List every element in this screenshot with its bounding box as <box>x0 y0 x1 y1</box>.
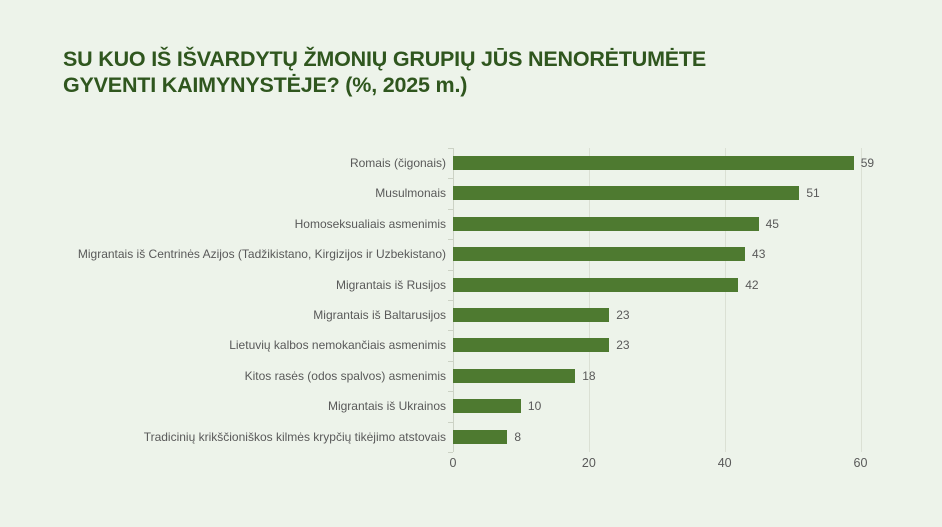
bar-row: Romais (čigonais) 59 <box>0 148 942 178</box>
gridline <box>453 148 454 452</box>
value-label: 23 <box>616 308 630 322</box>
axis-tick <box>448 452 453 453</box>
category-label: Kitos rasės (odos spalvos) asmenimis <box>244 368 446 383</box>
value-label: 45 <box>765 216 779 231</box>
bar <box>453 308 610 322</box>
bar-row: Lietuvių kalbos nemokančiais asmenimis 23 <box>0 330 942 360</box>
value-label: 18 <box>582 368 596 383</box>
axis-tick <box>448 148 453 149</box>
value-label: 51 <box>806 186 820 201</box>
value-label: 10 <box>527 399 542 414</box>
bar <box>453 429 508 444</box>
category-label: Tradicinių krikščioniškos kilmės krypčių… <box>143 429 446 444</box>
axis-tick <box>448 391 453 393</box>
value-label: 59 <box>860 156 875 170</box>
bar <box>453 156 854 170</box>
bar-row: Homoseksualiais asmenimis 45 <box>0 209 942 239</box>
bar <box>453 338 610 353</box>
chart-title-line1: SU KUO IŠ IŠVARDYTŲ ŽMONIŲ GRUPIŲ JŪS NE… <box>63 47 707 71</box>
axis-tick <box>448 269 453 271</box>
bar-row: Musulmonais 51 <box>0 178 942 208</box>
bar <box>453 186 800 201</box>
bar <box>453 247 746 262</box>
value-label: 8 <box>514 429 522 444</box>
bar <box>453 216 759 231</box>
value-label: 42 <box>745 277 759 292</box>
bar <box>453 399 521 414</box>
axis-tick <box>448 178 453 180</box>
category-label: Romais (čigonais) <box>349 156 446 170</box>
gridline <box>588 148 590 452</box>
category-label: Migrantais iš Ukrainos <box>327 399 446 414</box>
category-label: Migrantais iš Centrinės Azijos (Tadžikis… <box>77 247 446 262</box>
gridline <box>860 148 862 452</box>
x-tick-label: 0 <box>449 456 457 470</box>
bar-row: Tradicinių krikščioniškos kilmės krypčių… <box>0 422 942 452</box>
x-tick-label: 40 <box>717 456 732 470</box>
bar-row: Migrantais iš Centrinės Azijos (Tadžikis… <box>0 239 942 269</box>
category-label: Migrantais iš Baltarusijos <box>313 308 446 322</box>
x-tick-label: 20 <box>581 456 596 470</box>
category-label: Lietuvių kalbos nemokančiais asmenimis <box>229 338 446 353</box>
bar-row: Kitos rasės (odos spalvos) asmenimis 18 <box>0 361 942 391</box>
chart-title-line2: GYVENTI KAIMYNYSTĖJE? (%, 2025 m.) <box>63 73 468 97</box>
bar-chart: Romais (čigonais) 59 Musulmonais 51 Homoseks… <box>0 148 942 488</box>
bar <box>453 277 739 292</box>
axis-tick <box>448 300 453 301</box>
bar <box>453 368 576 383</box>
bar-row: Migrantais iš Ukrainos 10 <box>0 391 942 421</box>
category-label: Homoseksualiais asmenimis <box>294 216 446 231</box>
chart-title: SU KUO IŠ IŠVARDYTŲ ŽMONIŲ GRUPIŲ JŪS NE… <box>63 46 706 98</box>
x-tick-label: 60 <box>853 456 868 470</box>
bar-row: Migrantais iš Rusijos 42 <box>0 270 942 300</box>
axis-tick <box>448 421 453 423</box>
value-label: 23 <box>616 338 630 353</box>
category-label: Migrantais iš Rusijos <box>335 277 446 292</box>
bar-row: Migrantais iš Baltarusijos 23 <box>0 300 942 330</box>
axis-tick <box>448 208 453 210</box>
axis-tick <box>448 330 453 332</box>
category-label: Musulmonais <box>375 186 446 201</box>
gridline <box>724 148 726 452</box>
axis-tick <box>448 360 453 362</box>
axis-tick <box>448 239 453 241</box>
value-label: 43 <box>752 247 766 262</box>
